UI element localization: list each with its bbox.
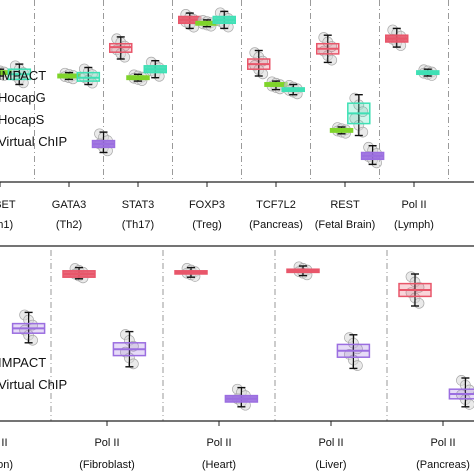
box-HocapG <box>126 69 150 86</box>
x-tick-label-cell: (Lymph) <box>394 219 434 231</box>
box-IMPACT <box>398 271 432 309</box>
box-HocapS <box>212 7 236 33</box>
x-tick-label-cell: (Pancreas) <box>249 219 303 231</box>
x-tick-label-cell: (Colon) <box>0 459 13 471</box>
box-HocapS <box>347 92 371 138</box>
x-tick-label-cell: (Fibroblast) <box>79 459 135 471</box>
box-VirtualChIP <box>224 383 259 411</box>
box-HocapG <box>264 76 288 95</box>
box-IMPACT <box>178 9 202 33</box>
box-IMPACT <box>62 263 96 284</box>
x-tick-label-cell: (Th2) <box>56 219 82 231</box>
x-tick-label-cell: (Heart) <box>202 459 236 471</box>
data-point <box>357 126 369 138</box>
x-tick-label-cell: (Fetal Brain) <box>315 219 376 231</box>
x-tick-label-tf: Pol II <box>401 199 426 211</box>
box-IMPACT <box>174 263 208 282</box>
box-IMPACT <box>286 261 320 281</box>
x-tick-label-tf: Pol II <box>318 437 343 449</box>
box-VirtualChIP <box>448 375 474 410</box>
box-HocapS <box>143 56 167 82</box>
legend-entry: Virtual ChIP <box>0 377 67 392</box>
x-tick-label-tf: REST <box>330 199 360 211</box>
box-IMPACT <box>385 24 409 51</box>
x-tick-label-tf: Pol II <box>0 437 8 449</box>
box-VirtualChIP <box>336 332 371 371</box>
box-VirtualChIP <box>112 329 147 370</box>
x-tick-label-cell: (Treg) <box>192 219 222 231</box>
x-tick-label-tf: TCF7L2 <box>256 199 296 211</box>
x-tick-label-tf: Pol II <box>94 437 119 449</box>
legend-entry: Virtual ChIP <box>0 134 67 149</box>
x-tick-label-tf: STAT3 <box>122 199 155 211</box>
box-IMPACT <box>247 47 271 80</box>
box-HocapS <box>281 79 305 100</box>
x-tick-label-cell: (Th17) <box>122 219 154 231</box>
box-IMPACT <box>109 33 133 63</box>
x-tick-label-tf: GATA3 <box>52 199 86 211</box>
box-HocapG <box>329 122 354 139</box>
x-tick-label-cell: (Th1) <box>0 219 13 231</box>
box-HocapS <box>7 60 32 89</box>
box-HocapS <box>76 63 101 89</box>
x-tick-label-tf: Pol II <box>206 437 231 449</box>
box-HocapG <box>195 15 219 32</box>
box-VirtualChIP <box>91 128 116 157</box>
x-tick-label-tf: Pol II <box>430 437 455 449</box>
legend-entry: HocapG <box>0 90 46 105</box>
legend-entry: HocapS <box>0 112 45 127</box>
panel-bottom: Pol II (Colon) Pol II (Fibroblast) Pol II (He… <box>0 245 474 471</box>
x-tick-label-tf: FOXP3 <box>189 199 225 211</box>
box-HocapS <box>416 64 440 81</box>
legend-entry: IMPACT <box>0 355 46 370</box>
legend-entry: IMPACT <box>0 68 46 83</box>
box-VirtualChIP <box>11 309 46 346</box>
x-tick-label-cell: (Pancreas) <box>416 459 470 471</box>
box-IMPACT <box>316 32 340 66</box>
box-VirtualChIP <box>360 141 385 169</box>
panel-top: T-BET (Th1) GATA3 (Th2) STAT3 (Th17) FOXP3 (Tre… <box>0 0 474 231</box>
x-tick-label-tf: T-BET <box>0 199 16 211</box>
data-point <box>17 77 29 89</box>
box-HocapG <box>57 67 81 85</box>
x-tick-label-cell: (Liver) <box>315 459 346 471</box>
